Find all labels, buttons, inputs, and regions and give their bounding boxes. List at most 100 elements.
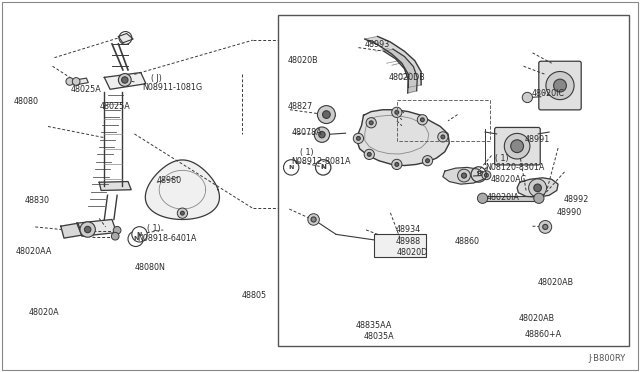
Text: 48988: 48988 xyxy=(396,237,420,246)
Circle shape xyxy=(539,221,552,233)
Text: J·B800RY: J·B800RY xyxy=(589,355,626,363)
Text: 48020IA: 48020IA xyxy=(486,193,519,202)
Circle shape xyxy=(84,226,91,233)
Polygon shape xyxy=(443,167,485,184)
Text: 48020D: 48020D xyxy=(397,248,428,257)
Bar xyxy=(397,100,490,141)
Text: 48860: 48860 xyxy=(454,237,479,246)
Text: N08120-8301A: N08120-8301A xyxy=(485,163,545,172)
Circle shape xyxy=(308,214,319,225)
Polygon shape xyxy=(517,178,558,197)
Bar xyxy=(374,234,426,257)
Circle shape xyxy=(522,92,532,103)
Circle shape xyxy=(392,107,402,118)
Text: 48805: 48805 xyxy=(242,291,267,300)
Circle shape xyxy=(417,115,428,125)
Text: B: B xyxy=(476,171,481,177)
Polygon shape xyxy=(384,49,417,93)
Circle shape xyxy=(534,193,544,203)
Text: N: N xyxy=(137,232,142,237)
Text: 48020AB: 48020AB xyxy=(538,278,573,287)
Circle shape xyxy=(118,74,131,86)
Circle shape xyxy=(128,231,143,247)
Text: 48992: 48992 xyxy=(563,195,589,203)
Circle shape xyxy=(323,111,330,118)
FancyBboxPatch shape xyxy=(539,61,581,110)
Circle shape xyxy=(317,106,335,124)
Text: 48020DB: 48020DB xyxy=(389,73,426,82)
Circle shape xyxy=(395,110,399,114)
Circle shape xyxy=(461,173,467,178)
Text: N: N xyxy=(289,165,294,170)
Circle shape xyxy=(353,133,364,144)
Text: N08912-8081A: N08912-8081A xyxy=(291,157,351,166)
Circle shape xyxy=(284,160,299,175)
Circle shape xyxy=(111,232,119,240)
Text: ( 1): ( 1) xyxy=(495,154,508,163)
Text: 48035A: 48035A xyxy=(364,332,394,341)
Circle shape xyxy=(477,193,488,203)
Circle shape xyxy=(72,78,80,85)
Bar xyxy=(480,196,541,201)
Text: 48993: 48993 xyxy=(365,40,390,49)
Circle shape xyxy=(80,222,95,237)
Text: ( J): ( J) xyxy=(151,74,162,83)
Text: 48980: 48980 xyxy=(157,176,182,185)
Circle shape xyxy=(369,121,373,125)
Polygon shape xyxy=(365,36,421,87)
Text: 48990: 48990 xyxy=(557,208,582,217)
Text: 48860+A: 48860+A xyxy=(525,330,562,339)
Polygon shape xyxy=(76,78,88,84)
Text: 48020B: 48020B xyxy=(288,56,319,65)
Text: 48078A: 48078A xyxy=(291,128,322,137)
Text: ( 1): ( 1) xyxy=(147,224,161,232)
Circle shape xyxy=(395,163,399,166)
Circle shape xyxy=(422,155,433,166)
Circle shape xyxy=(122,77,128,83)
Circle shape xyxy=(420,118,424,122)
Text: ( 1): ( 1) xyxy=(300,148,314,157)
FancyBboxPatch shape xyxy=(495,128,540,165)
Circle shape xyxy=(180,211,184,215)
Text: 48020AB: 48020AB xyxy=(518,314,554,323)
Circle shape xyxy=(534,184,541,192)
Circle shape xyxy=(482,171,491,180)
Circle shape xyxy=(511,140,524,153)
Text: 48830: 48830 xyxy=(24,196,49,205)
Circle shape xyxy=(356,137,360,140)
Polygon shape xyxy=(77,219,116,236)
Circle shape xyxy=(132,227,147,242)
Circle shape xyxy=(366,118,376,128)
Circle shape xyxy=(367,153,371,156)
Text: 48991: 48991 xyxy=(525,135,550,144)
Text: N08911-1081G: N08911-1081G xyxy=(142,83,202,92)
Text: N08918-6401A: N08918-6401A xyxy=(138,234,197,243)
Polygon shape xyxy=(145,160,220,219)
Circle shape xyxy=(458,169,470,182)
Text: 48020A: 48020A xyxy=(29,308,60,317)
Circle shape xyxy=(314,127,330,142)
Circle shape xyxy=(113,227,121,234)
Text: N: N xyxy=(320,164,326,170)
Circle shape xyxy=(484,173,488,177)
Polygon shape xyxy=(99,182,131,190)
Circle shape xyxy=(364,149,374,160)
Circle shape xyxy=(438,132,448,142)
Polygon shape xyxy=(104,73,146,89)
Circle shape xyxy=(319,131,325,138)
Text: 48025A: 48025A xyxy=(99,102,130,110)
Text: N: N xyxy=(133,236,138,241)
Polygon shape xyxy=(118,33,133,43)
Circle shape xyxy=(554,79,566,92)
Text: 48025A: 48025A xyxy=(70,85,101,94)
Circle shape xyxy=(177,208,188,218)
Text: 48080: 48080 xyxy=(14,97,39,106)
Circle shape xyxy=(441,135,445,139)
Circle shape xyxy=(529,179,547,197)
Text: 48020AC: 48020AC xyxy=(490,175,526,184)
Circle shape xyxy=(546,71,574,100)
Text: 48827: 48827 xyxy=(288,102,313,110)
Bar xyxy=(278,15,629,346)
Text: 48020IC: 48020IC xyxy=(531,89,564,97)
Text: 48020AA: 48020AA xyxy=(16,247,52,256)
